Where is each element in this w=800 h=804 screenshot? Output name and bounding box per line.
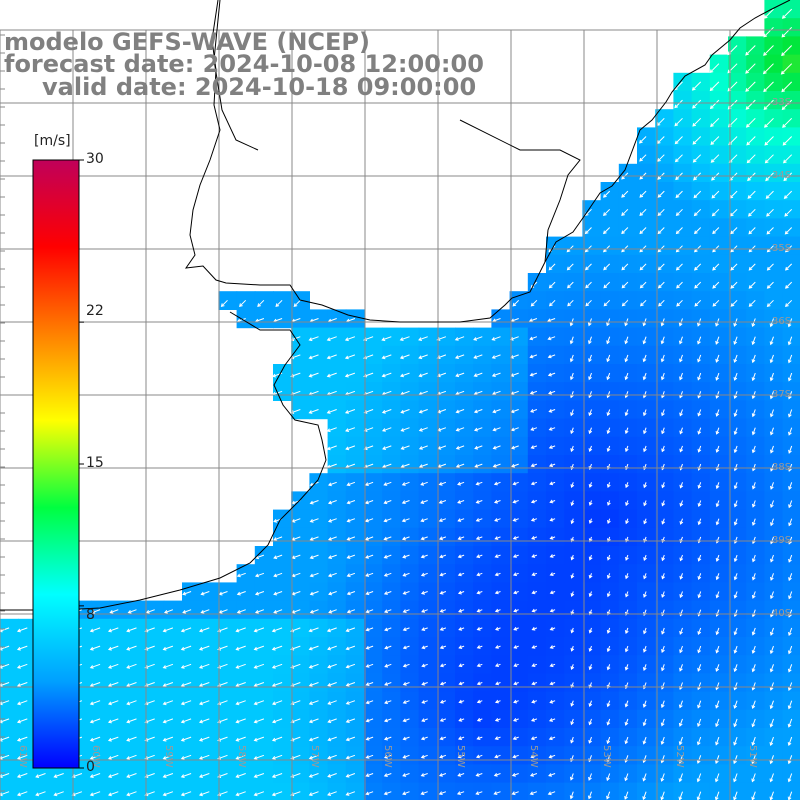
model-title: modelo GEFS-WAVE (NCEP): [4, 28, 370, 56]
lat-label: 33S: [772, 97, 791, 108]
lon-label: 57W: [309, 745, 320, 768]
colorbar-tick-15: 15: [86, 455, 104, 471]
lat-label: 38S: [772, 462, 791, 473]
colorbar-tick-8: 8: [86, 607, 95, 623]
lon-label: 54W: [528, 745, 539, 768]
lon-label: 60W: [90, 745, 101, 768]
wind-vectors: [0, 8, 793, 801]
lon-label: 55W: [455, 745, 466, 768]
lon-label: 51W: [747, 745, 758, 768]
lat-label: 40S: [772, 608, 791, 619]
lat-label: 39S: [772, 535, 791, 546]
longitude-labels: 61W 60W 59W 58W 57W 56W 55W 54W 53W 52W 51W: [17, 745, 758, 768]
lon-label: 59W: [163, 745, 174, 768]
lon-label: 56W: [382, 745, 393, 768]
forecast-date: forecast date: 2024-10-08 12:00:00: [4, 50, 484, 78]
lat-label: 37S: [772, 389, 791, 400]
lon-label: 53W: [601, 745, 612, 768]
lat-label: 35S: [772, 243, 791, 254]
lat-label: 34S: [772, 170, 791, 181]
valid-date: valid date: 2024-10-18 09:00:00: [42, 73, 477, 101]
latitude-labels: 33S 34S 35S 36S 37S 38S 39S 40S: [772, 97, 791, 619]
colorbar-tick-22: 22: [86, 303, 104, 319]
lat-label: 36S: [772, 316, 791, 327]
colorbar-gradient: [32, 159, 80, 769]
colorbar-tick-30: 30: [86, 151, 104, 167]
colorbar-ticks: [79, 159, 84, 769]
coastline: [0, 0, 791, 611]
lon-label: 52W: [674, 745, 685, 768]
lon-label: 58W: [236, 745, 247, 768]
colorbar-unit: [m/s]: [34, 133, 71, 149]
lon-label: 61W: [17, 745, 28, 768]
colorbar-tick-0: 0: [86, 759, 95, 775]
